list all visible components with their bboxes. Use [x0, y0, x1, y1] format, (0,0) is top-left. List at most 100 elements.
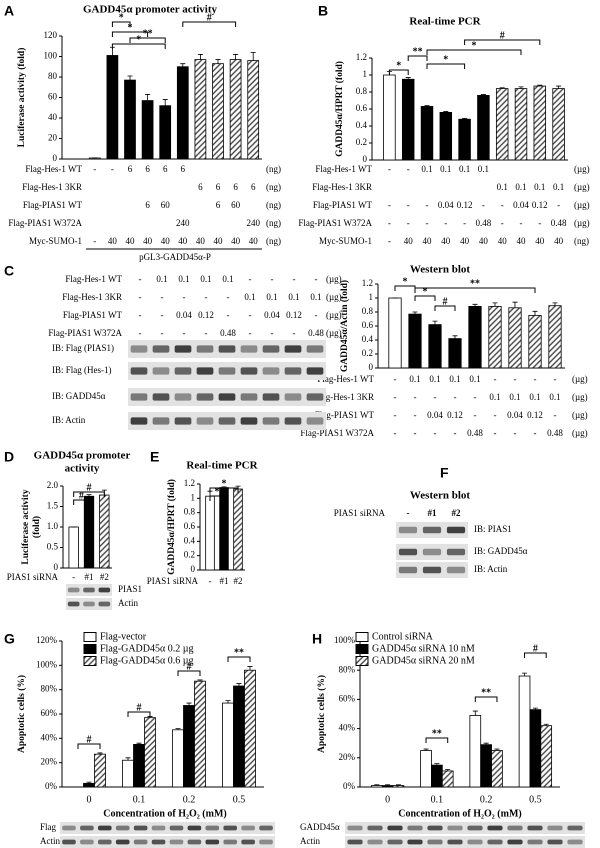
error-bar — [443, 111, 449, 113]
legend-label: Flag-vector — [100, 631, 147, 642]
blot-band — [422, 548, 442, 556]
blot-band — [205, 825, 220, 831]
condition-unit: (µg) — [574, 200, 590, 210]
blot-strip — [60, 836, 275, 848]
error-bar — [472, 710, 478, 716]
error-bar — [434, 763, 440, 766]
bar — [518, 675, 531, 788]
condition-unit: (µg) — [572, 374, 588, 384]
significance-mark: * — [119, 12, 124, 23]
condition-cell: 0.04 — [176, 310, 192, 320]
condition-cell: 6 — [145, 200, 150, 210]
condition-cell: - — [494, 428, 497, 438]
blot-band — [487, 839, 503, 845]
legend-swatch — [355, 632, 369, 642]
blot-band — [115, 825, 130, 831]
error-bar — [424, 105, 430, 107]
condition-cell: - — [501, 218, 504, 228]
error-bar — [552, 302, 558, 306]
condition-cell: 0.48 — [308, 328, 324, 338]
condition-cell: 0.48 — [476, 218, 492, 228]
condition-label: Flag-Hes-1 WT — [317, 374, 374, 384]
error-bar — [522, 672, 528, 677]
condition-cell: - — [388, 200, 391, 210]
significance-bracket — [407, 55, 428, 61]
y-tick-label: 0.6 — [184, 521, 196, 531]
significance-mark: # — [443, 296, 448, 307]
condition-cell: 60 — [231, 200, 241, 210]
condition-cell: - — [434, 392, 437, 402]
y-axis-label-line: Apoptotic cells (%) — [316, 675, 327, 753]
condition-cell: - — [514, 428, 517, 438]
y-axis-label-line: GADD45α/HPRT (fold) — [166, 479, 177, 575]
bar — [94, 753, 106, 788]
blot-band — [80, 825, 94, 831]
y-tick-label: 1 — [363, 69, 368, 79]
blot-label: IB: Actin — [52, 415, 86, 425]
condition-cell: - — [227, 310, 230, 320]
y-tick-label: 100% — [36, 659, 58, 669]
condition-unit: (µg) — [574, 164, 590, 174]
significance-mark: # — [207, 12, 212, 23]
error-bar — [385, 784, 391, 786]
significance-mark: # — [187, 661, 192, 672]
condition-cell: - — [463, 218, 466, 228]
blot-band — [262, 345, 280, 353]
blot-band — [527, 839, 543, 845]
condition-cell: 0.1 — [529, 392, 540, 402]
significance-bracket — [129, 37, 166, 43]
blot-band — [97, 825, 112, 831]
condition-cell: 0.1 — [449, 374, 460, 384]
condition-cell: - — [139, 292, 142, 302]
error-bar — [556, 85, 562, 89]
bar — [122, 759, 134, 788]
blot-band — [174, 417, 192, 425]
bar — [370, 785, 383, 788]
condition-cell: 40 — [554, 236, 564, 246]
blot-band — [262, 393, 280, 401]
condition-cell: - — [520, 218, 523, 228]
blot-band — [205, 839, 220, 845]
condition-unit: (ng) — [266, 182, 281, 192]
condition-label: Flag-PIAS1 W372A — [48, 328, 122, 338]
significance-bracket — [414, 287, 536, 293]
y-axis-label: GADD45α/HPRT (fold) — [334, 61, 345, 157]
blot-band — [487, 825, 503, 831]
y-tick-label: 1.2 — [362, 278, 373, 288]
condition-cell: - — [315, 274, 318, 284]
blot-band — [174, 393, 192, 401]
bar — [205, 495, 215, 571]
significance-bracket — [425, 737, 449, 743]
condition-cell: - — [388, 164, 391, 174]
y-tick-label: 0.4 — [184, 535, 196, 545]
blot-band — [347, 825, 363, 831]
significance-mark: * — [472, 40, 477, 51]
condition-cell: - — [454, 428, 457, 438]
panel-letter: D — [4, 449, 14, 465]
blot-band — [507, 825, 523, 831]
significance-mark: * — [396, 60, 401, 71]
condition-cell: - — [205, 292, 208, 302]
y-axis-label-line: Luciferase activity (fold) — [16, 48, 27, 148]
y-axis-label: GADD45α/HPRT (fold) — [166, 479, 177, 575]
blot-band — [133, 825, 148, 831]
bar — [392, 785, 405, 788]
condition-cell: 0.1 — [244, 292, 255, 302]
chart-title: Real-time PCR — [186, 460, 258, 472]
condition-cell: - — [315, 310, 318, 320]
bar — [540, 725, 553, 788]
blot-band — [306, 345, 324, 353]
error-bar — [532, 310, 538, 316]
condition-cell: 60 — [161, 200, 171, 210]
bar — [408, 313, 422, 369]
blot-band — [259, 839, 273, 845]
y-tick-label: 20% — [41, 757, 58, 767]
condition-cell: 0.04 — [513, 200, 529, 210]
blot-band — [398, 566, 418, 574]
y-tick-label: 2.0 — [47, 480, 59, 490]
condition-cell: - — [139, 328, 142, 338]
condition-cell: 0.12 — [286, 310, 302, 320]
panel-letter: F — [440, 465, 449, 481]
condition-cell: 0.12 — [532, 200, 548, 210]
bar — [491, 750, 503, 788]
